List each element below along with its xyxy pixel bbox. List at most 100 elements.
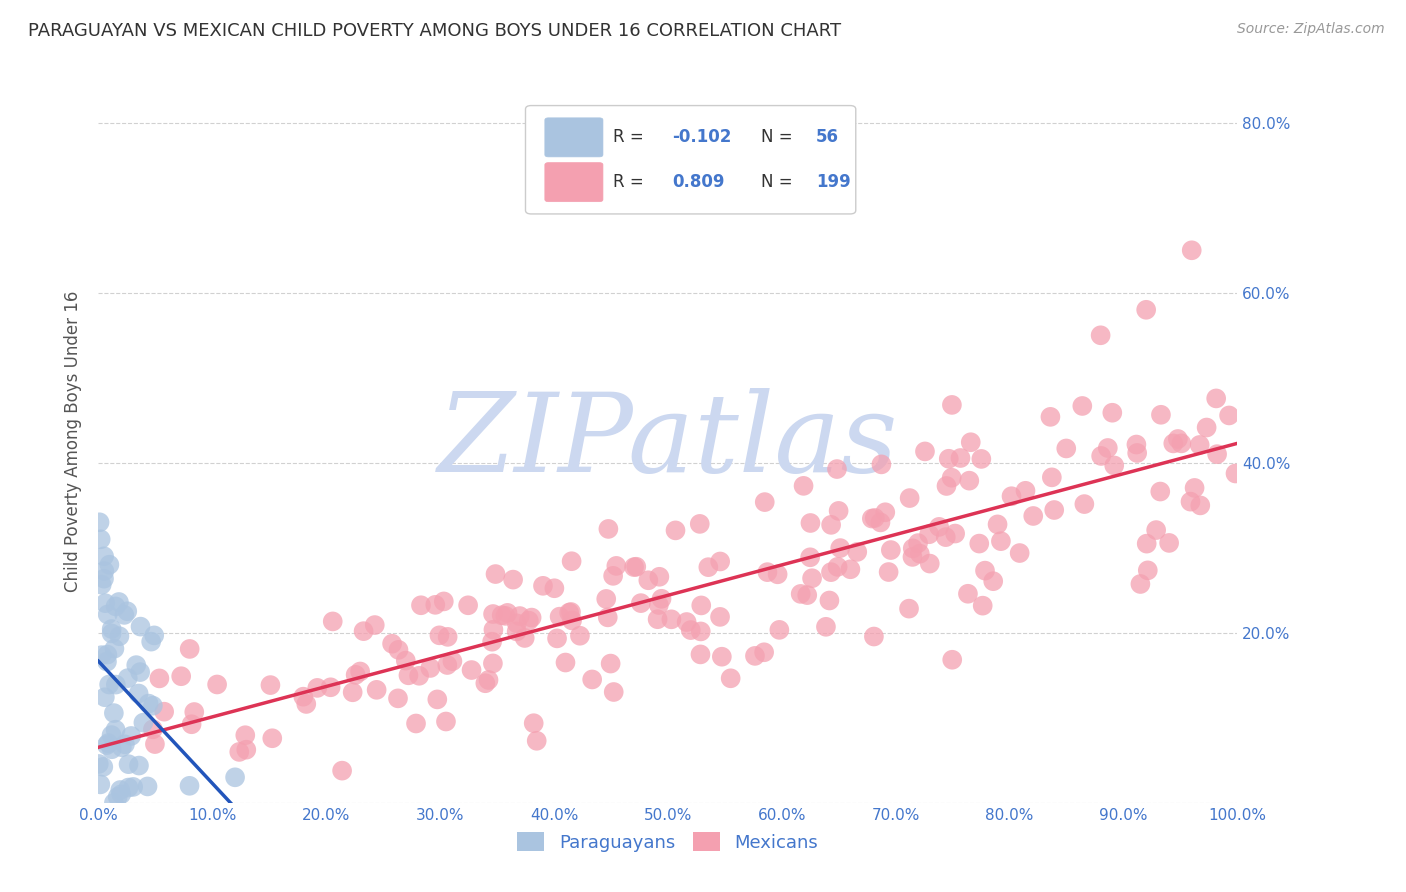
Point [754, 495, 776, 509]
Point [898, 601, 921, 615]
Point [990, 534, 1012, 549]
Point [820, 517, 842, 532]
Point [595, 591, 617, 606]
Point [1073, 497, 1095, 511]
Point [89, 777, 111, 791]
Point [697, 560, 720, 574]
Point [143, 737, 166, 751]
Point [752, 645, 775, 659]
Point [679, 623, 702, 637]
Point [103, 641, 125, 656]
Point [482, 657, 505, 671]
Point [928, 520, 950, 534]
Point [901, 549, 924, 564]
Point [1144, 523, 1167, 537]
Point [690, 599, 713, 613]
Point [342, 685, 364, 699]
Point [1102, 458, 1125, 473]
Point [1125, 437, 1147, 451]
Point [709, 554, 731, 568]
Point [908, 547, 931, 561]
Point [90, 648, 112, 662]
Point [827, 559, 849, 574]
Point [96, 648, 118, 662]
Point [1054, 442, 1077, 456]
Point [710, 649, 733, 664]
Point [387, 691, 409, 706]
Point [364, 618, 387, 632]
Point [1008, 546, 1031, 560]
Point [117, 604, 139, 618]
Point [460, 663, 482, 677]
Point [319, 680, 342, 694]
Point [112, 607, 135, 622]
Point [1071, 399, 1094, 413]
Point [110, 787, 132, 801]
Point [1040, 470, 1063, 484]
Point [228, 745, 250, 759]
Point [1188, 438, 1211, 452]
Point [1022, 508, 1045, 523]
Point [1097, 441, 1119, 455]
Point [1126, 446, 1149, 460]
Point [482, 623, 505, 637]
Point [101, 742, 124, 756]
Point [720, 671, 742, 685]
Point [1161, 436, 1184, 450]
Point [98, 677, 121, 691]
Point [825, 462, 848, 476]
Point [558, 606, 581, 620]
Point [103, 796, 125, 810]
Point [1180, 494, 1202, 508]
Point [292, 690, 315, 704]
Point [136, 780, 159, 794]
Point [637, 574, 659, 588]
Point [436, 658, 458, 673]
Point [1014, 483, 1036, 498]
Point [1225, 467, 1247, 481]
Point [603, 685, 626, 699]
Point [233, 728, 256, 742]
Point [100, 626, 122, 640]
Point [98, 558, 121, 572]
Point [425, 598, 447, 612]
Point [768, 623, 790, 637]
Point [918, 527, 941, 541]
Point [96, 655, 118, 669]
Point [1181, 244, 1204, 258]
Point [104, 677, 127, 691]
Point [322, 615, 344, 629]
Point [554, 656, 576, 670]
Point [647, 612, 669, 626]
Text: -0.102: -0.102 [672, 128, 731, 146]
Point [941, 653, 963, 667]
Point [605, 558, 627, 573]
Point [898, 491, 921, 505]
Point [914, 444, 936, 458]
Point [205, 677, 228, 691]
Point [1159, 536, 1181, 550]
Point [548, 609, 571, 624]
Point [457, 599, 479, 613]
Text: ZIPatlas: ZIPatlas [437, 388, 898, 495]
Point [344, 668, 367, 682]
Point [1195, 420, 1218, 434]
Point [349, 665, 371, 679]
Point [596, 610, 619, 624]
Point [481, 634, 503, 648]
Point [387, 643, 409, 657]
Point [796, 588, 818, 602]
Point [132, 715, 155, 730]
Point [97, 607, 120, 622]
Point [543, 581, 565, 595]
Point [104, 723, 127, 737]
Point [366, 682, 388, 697]
Point [506, 616, 529, 631]
Point [122, 780, 145, 794]
Point [523, 716, 546, 731]
Point [1218, 409, 1240, 423]
Point [949, 450, 972, 465]
Point [89, 516, 111, 530]
Point [661, 612, 683, 626]
Point [875, 505, 897, 519]
